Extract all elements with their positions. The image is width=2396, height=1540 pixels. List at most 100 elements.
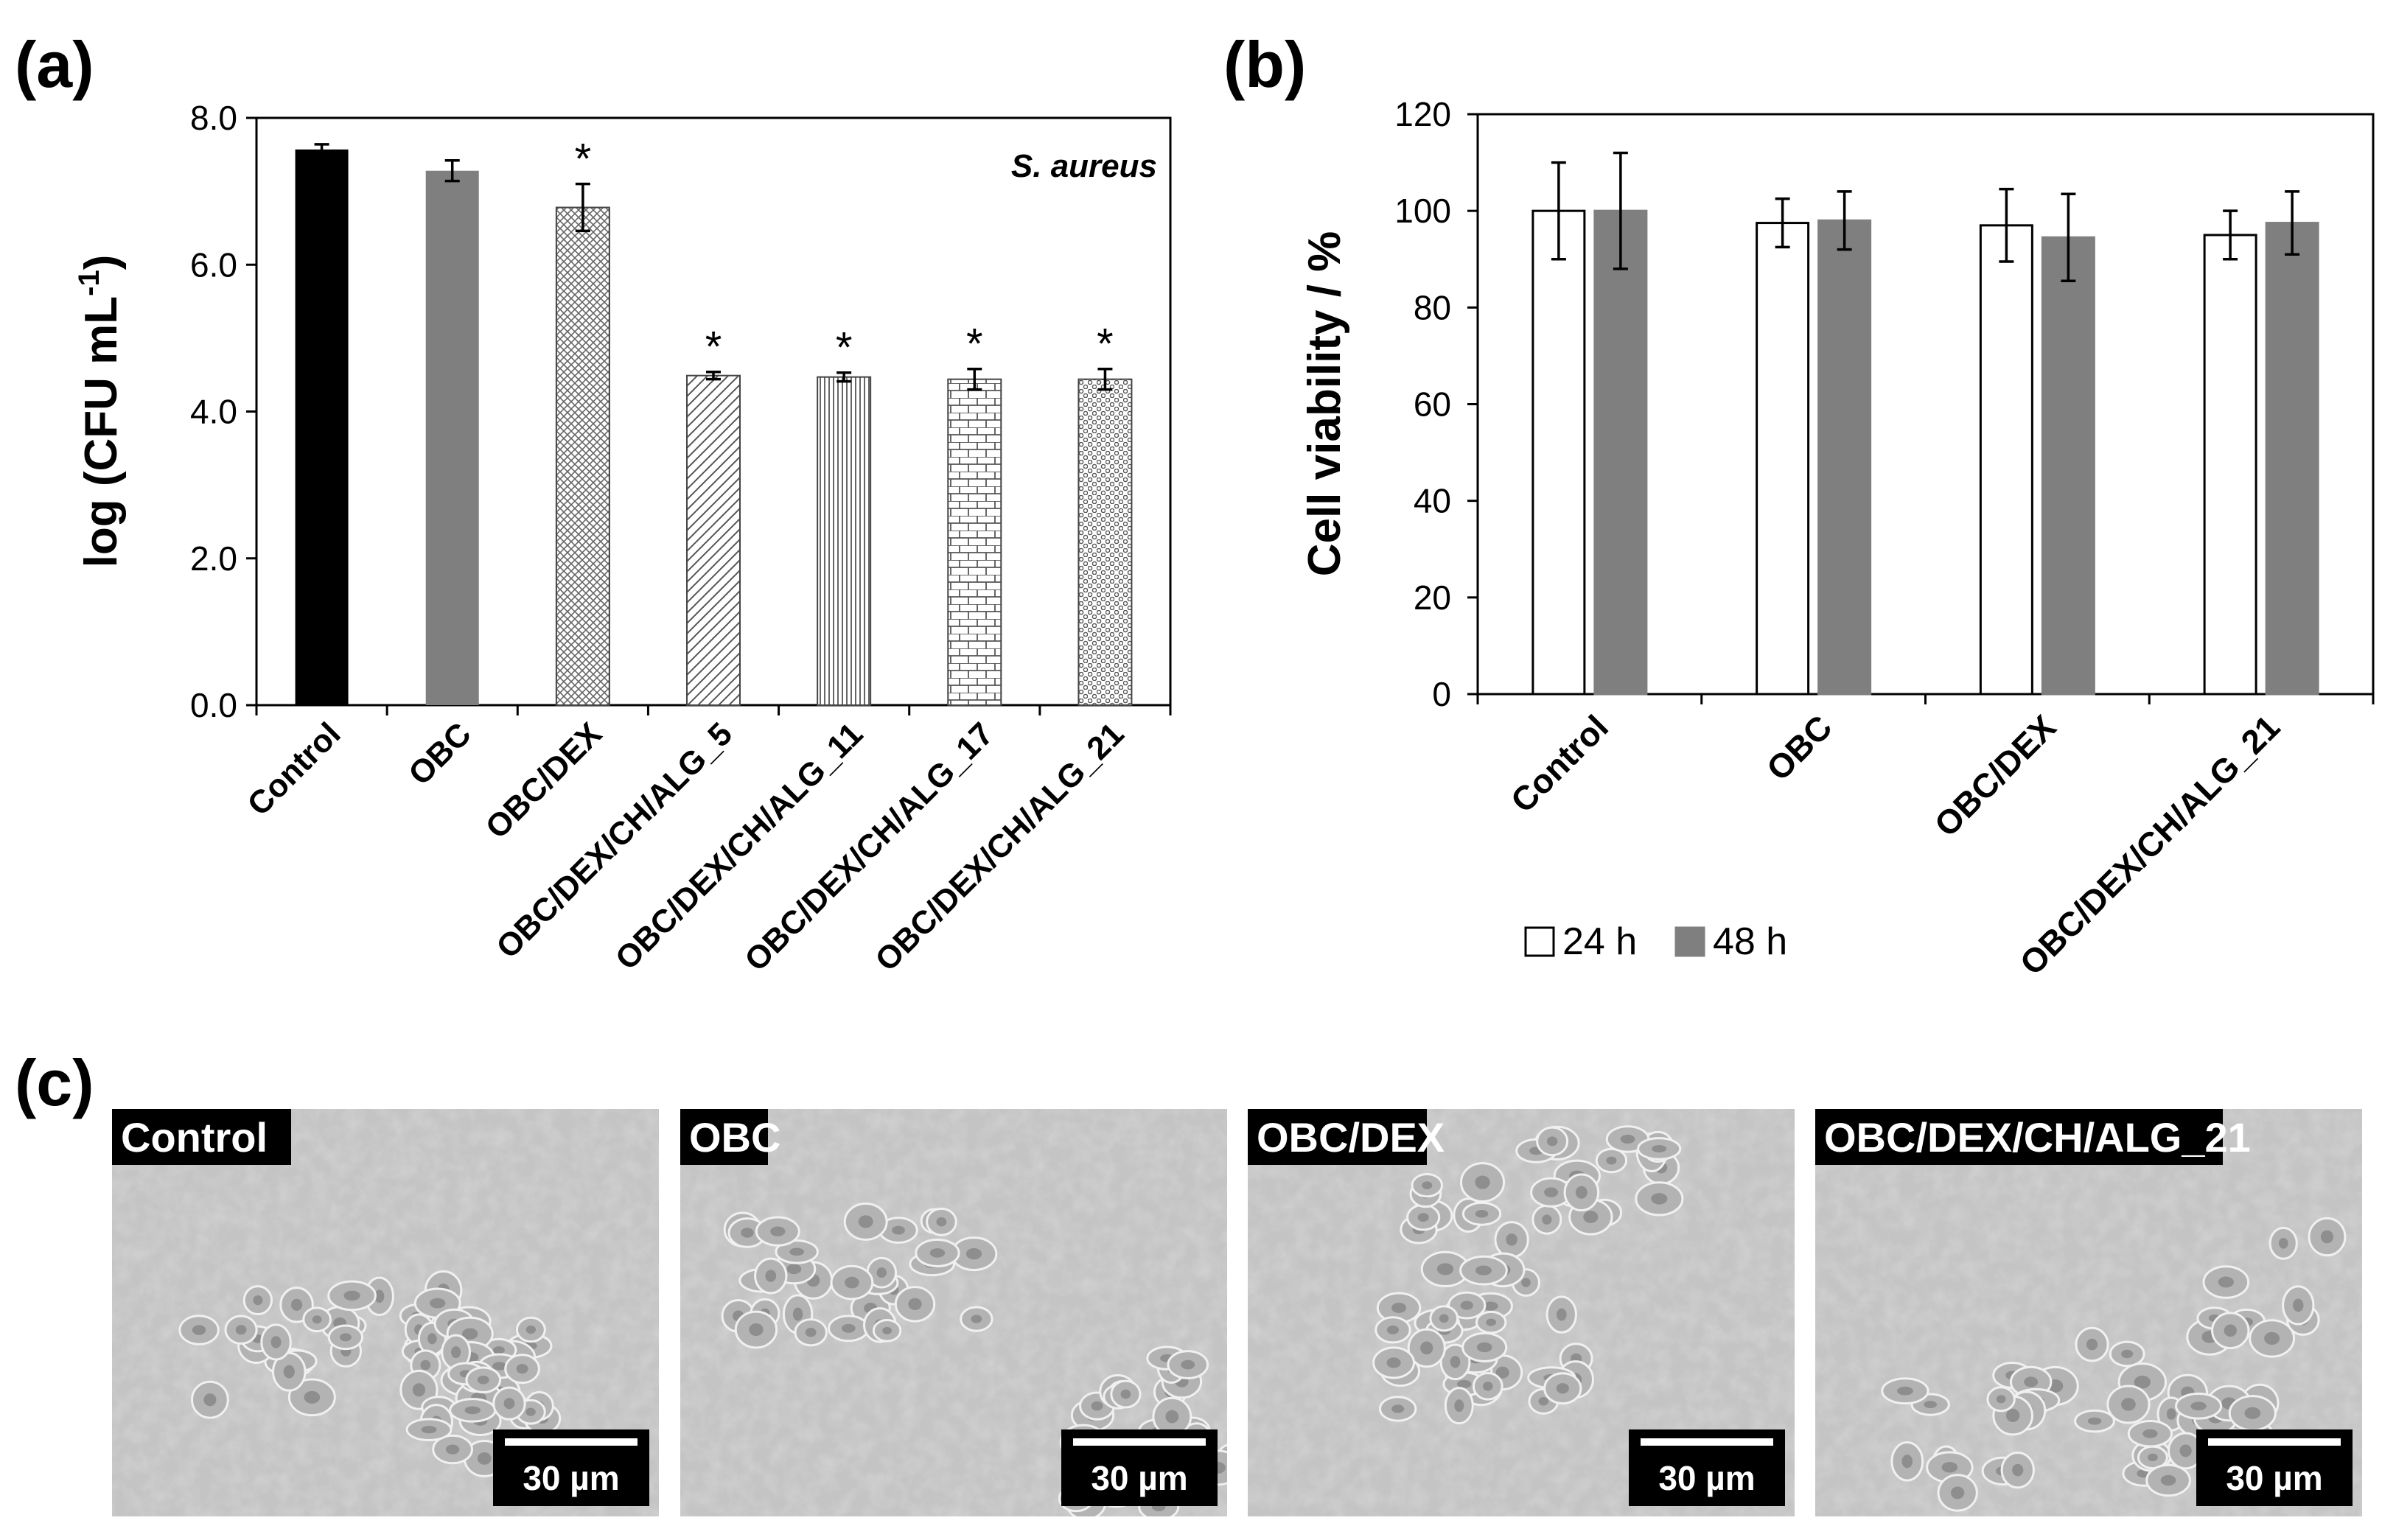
micrograph-control: Control 30 µm [112,1109,659,1516]
cell-nucleus [1583,1211,1599,1223]
cell-nucleus [412,1383,426,1397]
cell-nucleus [1450,1356,1461,1368]
cell-cluster [828,1203,998,1343]
cell-nucleus [290,1298,303,1311]
chart-b-x-tick-label: OBC/DEX [1927,707,2063,844]
chart-a-bar-obc [425,170,479,706]
cell-nucleus [971,1315,982,1323]
cell-nucleus [492,1362,507,1371]
legend-swatch-48h [1674,926,1705,957]
chart-a-bar-obc-dex-ch-alg-21 [1077,378,1133,706]
cell-nucleus [2218,1276,2234,1288]
cell-nucleus [339,1333,352,1342]
cell-nucleus [283,1365,295,1379]
cell-nucleus [1120,1389,1131,1399]
cell-nucleus [1482,1382,1493,1391]
chart-a-survival: 0.02.04.06.08.0 Control OBC OBC/DEXOBC/DEX… [73,99,1172,979]
chart-b-bars [1531,151,2319,696]
cell-nucleus [2320,1230,2334,1244]
cell-nucleus [2278,1237,2288,1249]
cell-nucleus [749,1323,764,1337]
chart-a-bar-obc-dex-ch-alg-17 [947,378,1002,706]
chart-b-bar-control-48-h [1593,209,1648,696]
cell-cluster [399,1334,554,1477]
cell-nucleus [312,1315,322,1324]
cell-nucleus [343,1290,360,1301]
chart-a-x-tick-label: OBC/DEX/CH/ALG_11 [609,715,870,977]
cell-nucleus [1941,1462,1958,1473]
micrograph-image [1248,1109,1795,1516]
chart-a-significance-marker: * [1097,321,1114,368]
chart-a-y-tick-label: 0.0 [190,686,237,724]
cell-nucleus [2179,1444,2192,1457]
cell-nucleus [1391,1404,1405,1413]
cell-nucleus [2224,1324,2237,1337]
chart-a-significance-marker: * [966,321,983,368]
cell-nucleus [1436,1263,1454,1275]
cell-nucleus [1996,1395,2006,1404]
scale-bar [1641,1438,1773,1446]
scale-bar-label: 30 µm [2226,1459,2322,1497]
chart-b-y-tick-label: 20 [1414,578,1451,617]
cell-nucleus [270,1336,282,1348]
legend-label-24h: 24 h [1562,920,1637,963]
cell-nucleus [1486,1318,1497,1326]
cell-nucleus [1391,1302,1407,1313]
legend-label-48h: 48 h [1713,920,1787,963]
cell-nucleus [1454,1399,1464,1413]
cell-nucleus [1091,1401,1103,1411]
chart-b-y-tick-label: 40 [1414,482,1451,520]
cell-nucleus [1475,1265,1492,1275]
cell-nucleus [304,1390,321,1404]
cell-cluster [721,1211,834,1349]
cell-nucleus [1538,1396,1549,1406]
cell-nucleus [503,1398,515,1410]
chart-a-x-tick-label: OBC/DEX/CH/ALG_21 [868,715,1131,978]
cell-cluster [1515,1125,1684,1236]
cell-nucleus [192,1325,206,1335]
micrograph-label: OBC [689,1114,780,1161]
cell-nucleus [1422,1181,1433,1189]
cell-nucleus [1606,1156,1617,1165]
cell-nucleus [2160,1474,2176,1486]
cell-nucleus [858,1215,873,1228]
cell-nucleus [421,1426,437,1434]
chart-a-y-tick-label: 4.0 [190,393,237,431]
scale-bar [505,1438,638,1446]
cell-cluster [1372,1291,1508,1425]
cell-nucleus [1951,1486,1965,1499]
cell-nucleus [1483,1301,1498,1311]
chart-b-bar-obc-dex-ch-alg-21-24-h [2203,234,2257,696]
cell-nucleus [1165,1410,1179,1424]
cell-nucleus [845,1276,859,1289]
cell-cluster [1992,1326,2168,1433]
cell-nucleus [965,1247,982,1260]
cell-nucleus [420,1359,431,1371]
chart-b-y-tick-label: 100 [1394,192,1451,230]
cell-nucleus [464,1406,481,1415]
cell-cluster [1400,1162,1541,1297]
cell-nucleus [1475,1210,1489,1218]
cell-nucleus [789,1247,805,1256]
micrograph-label-box [112,1109,291,1165]
cell-nucleus [1620,1134,1635,1144]
cell-nucleus [1506,1233,1517,1246]
chart-a-x-tick-label: OBC/DEX/CH/ALG_17 [738,715,1000,978]
cell-nucleus [477,1452,492,1465]
chart-a-bar-obc-dex [555,206,610,707]
cell-nucleus [882,1326,892,1334]
cell-nucleus [792,1307,803,1321]
cell-nucleus [492,1346,505,1354]
scale-bar-label: 30 µm [1091,1459,1187,1497]
chart-b-x-tick-label: OBC/DEX/CH/ALG_21 [2012,707,2287,982]
chart-b-y-tick-label: 60 [1414,385,1451,424]
cell-nucleus [1556,1308,1567,1321]
chart-a-x-axis: Control OBC OBC/DEXOBC/DEX/CH/ALG_5OBC/DEX… [240,705,1172,979]
cell-nucleus [770,1226,786,1236]
chart-a-x-tick-label: Control [240,715,347,822]
cell-nucleus [1181,1359,1195,1370]
chart-a-significance-marker: * [836,324,853,372]
chart-a-x-tick-label: OBC/DEX/CH/ALG_5 [489,715,739,965]
chart-b-legend: 24 h 48 h [1524,920,1787,963]
